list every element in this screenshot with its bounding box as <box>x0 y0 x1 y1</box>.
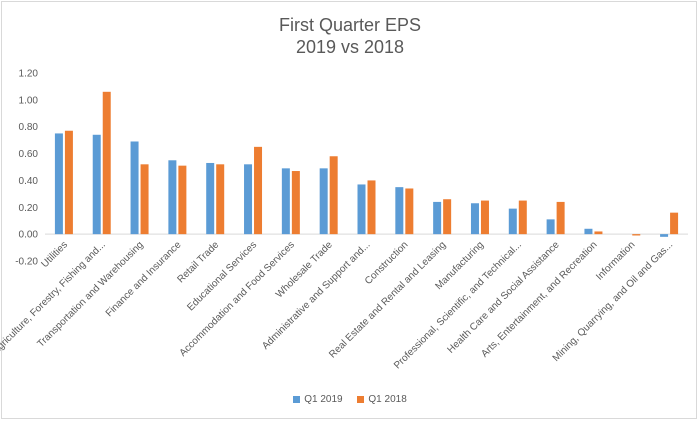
legend-swatch-q1-2019 <box>293 396 301 403</box>
bar-q1-2019 <box>319 168 328 235</box>
y-tick-label: 0.80 <box>19 122 39 133</box>
bar-q1-2018 <box>367 180 376 235</box>
legend-label-q1-2019: Q1 2019 <box>304 394 343 405</box>
y-tick-label: 0.00 <box>19 230 39 241</box>
y-tick-label: -0.20 <box>15 257 38 268</box>
y-tick-label: 0.40 <box>19 176 39 187</box>
bar-q1-2018 <box>405 188 414 235</box>
bar-q1-2019 <box>660 234 669 237</box>
legend-item-q1-2019: Q1 2019 <box>293 394 343 405</box>
bar-q1-2018 <box>216 164 225 235</box>
bar-q1-2019 <box>470 203 479 235</box>
bar-q1-2018 <box>480 200 489 235</box>
bar-q1-2019 <box>584 228 593 235</box>
bar-q1-2018 <box>670 212 679 235</box>
bar-q1-2018 <box>102 91 111 235</box>
bar-q1-2018 <box>291 171 300 235</box>
bar-q1-2019 <box>244 164 253 235</box>
bar-q1-2019 <box>281 168 290 235</box>
bar-q1-2018 <box>254 146 263 235</box>
bar-q1-2019 <box>168 160 177 235</box>
bar-q1-2019 <box>433 201 442 235</box>
bar-q1-2019 <box>206 162 215 235</box>
bar-q1-2019 <box>92 134 101 235</box>
bar-q1-2018 <box>64 130 73 235</box>
bar-q1-2019 <box>357 184 366 235</box>
bar-q1-2018 <box>518 200 527 235</box>
bar-q1-2018 <box>178 165 187 235</box>
bar-q1-2018 <box>556 201 565 235</box>
bar-q1-2018 <box>594 231 603 235</box>
bar-q1-2019 <box>546 219 555 235</box>
y-tick-label: 1.20 <box>19 69 39 80</box>
x-category-label: Educational Services <box>185 239 259 313</box>
x-category-label: Utilities <box>39 239 70 270</box>
chart-title-block: First Quarter EPS 2019 vs 2018 <box>0 14 700 58</box>
bar-q1-2019 <box>54 133 63 235</box>
legend: Q1 2019 Q1 2018 <box>0 394 700 406</box>
chart-subtitle: 2019 vs 2018 <box>295 37 405 57</box>
x-category-label: Finance and Insurance <box>104 239 184 319</box>
legend-label-q1-2018: Q1 2018 <box>368 394 407 405</box>
legend-item-q1-2018: Q1 2018 <box>357 394 407 405</box>
bar-q1-2018 <box>329 156 338 235</box>
y-tick-label: 1.00 <box>19 95 39 106</box>
y-tick-label: 0.60 <box>19 149 39 160</box>
legend-swatch-q1-2018 <box>357 396 365 403</box>
bar-q1-2019 <box>130 141 139 235</box>
y-tick-label: 0.20 <box>19 203 39 214</box>
bar-q1-2018 <box>632 234 641 236</box>
chart-title: First Quarter EPS <box>278 15 422 35</box>
bar-q1-2018 <box>443 199 452 235</box>
bar-q1-2019 <box>395 187 404 235</box>
bar-q1-2018 <box>140 164 149 235</box>
bar-q1-2019 <box>508 208 517 235</box>
